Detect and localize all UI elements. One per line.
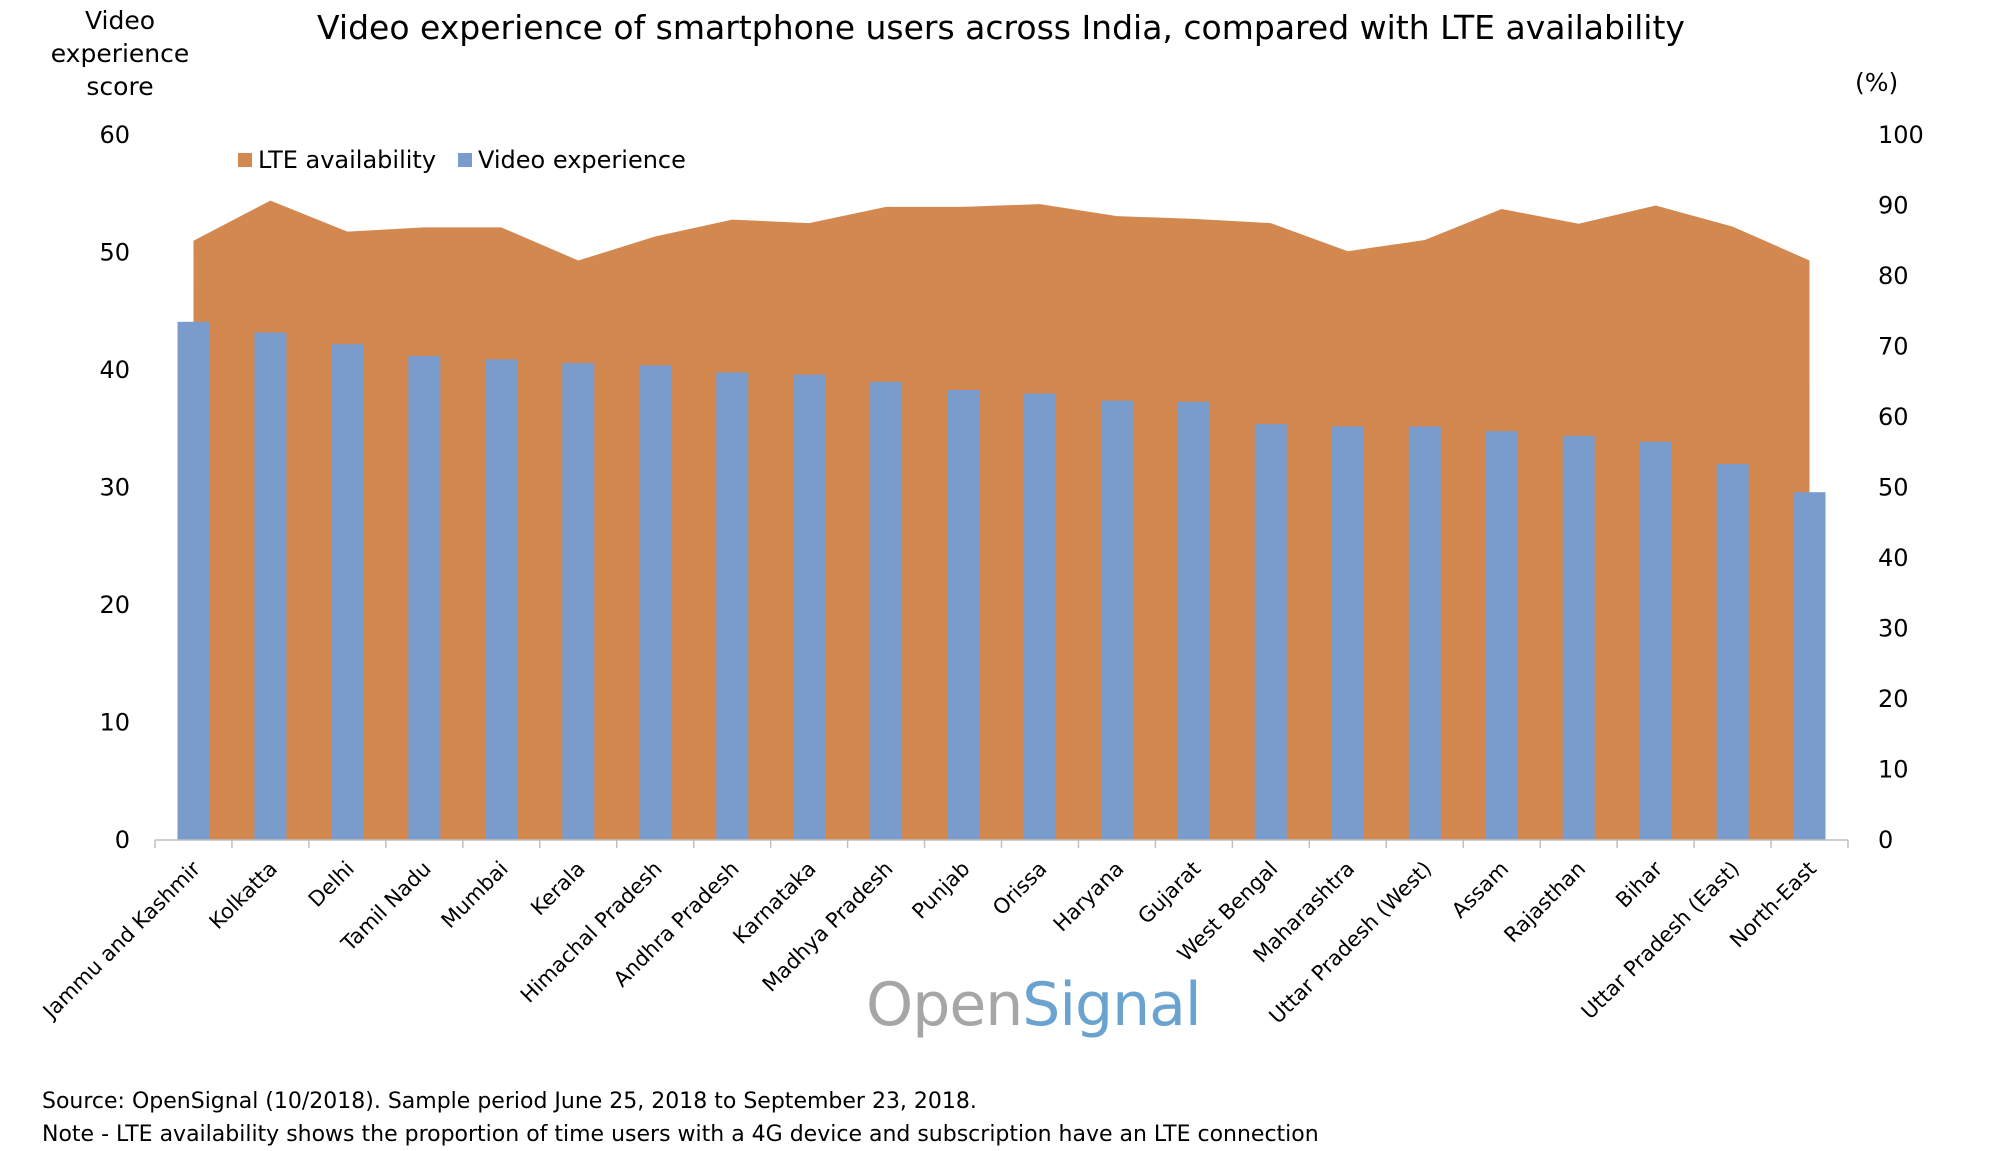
video-experience-bar [408,355,441,840]
video-experience-bar [1485,431,1518,840]
category-label: Assam [1447,857,1513,923]
chart-title: Video experience of smartphone users acr… [317,8,1685,47]
category-label: Orissa [988,857,1051,920]
video-experience-bar [639,365,672,840]
video-experience-bar [1254,424,1287,840]
right-axis-tick-label: 60 [1878,403,1909,431]
left-axis-tick-label: 50 [99,239,130,267]
video-experience-bar [254,332,287,840]
opensignal-logo: OpenSignal [866,970,1202,1040]
left-axis-tick-label: 10 [99,709,130,737]
category-label: Kolkatta [205,857,282,934]
video-experience-bar [716,372,749,840]
right-axis-tick-label: 40 [1878,544,1909,572]
video-experience-bar [1793,492,1826,840]
left-axis-tick-label: 20 [99,591,130,619]
right-axis-unit: (%) [1855,68,1899,97]
logo-open: Open [866,970,1023,1040]
legend-label: LTE availability [258,146,436,174]
video-experience-bar [1100,400,1133,840]
left-axis-label: Video experience score [50,6,190,101]
definition-note: Note - LTE availability shows the propor… [42,1122,1319,1147]
category-label: Uttar Pradesh (East) [1577,857,1744,1024]
video-experience-bar [1639,441,1672,840]
logo-signal: Signal [1022,970,1201,1040]
video-experience-bar [1408,426,1441,840]
video-experience-bar [1562,435,1595,840]
legend-swatch [458,153,472,167]
lte-availability-area [193,200,1810,841]
right-axis-tick-label: 0 [1878,826,1893,854]
category-label: Punjab [907,857,974,924]
category-label: Kerala [526,857,590,921]
category-label: Rajasthan [1499,857,1590,948]
right-axis-tick-label: 20 [1878,685,1909,713]
video-experience-bar [562,363,595,840]
legend-swatch [238,153,252,167]
video-experience-bar [1716,464,1749,840]
left-axis-tick-label: 60 [99,121,130,149]
category-label: Haryana [1049,857,1129,937]
category-label: Bihar [1611,856,1667,912]
video-experience-bar [1331,426,1364,840]
video-experience-bar [947,390,979,840]
video-experience-bar [870,381,903,841]
right-axis-tick-label: 90 [1878,192,1909,220]
right-axis-tick-label: 30 [1878,615,1909,643]
left-axis-tick-label: 0 [115,826,130,854]
left-axis-tick-label: 40 [99,356,130,384]
category-label: Jammu and Kashmir [37,856,205,1024]
footer: Source: OpenSignal (10/2018). Sample per… [42,1085,1319,1151]
video-experience-bar [793,374,826,840]
video-experience-bar [1177,401,1210,840]
category-label: Delhi [304,857,359,912]
source-note: Source: OpenSignal (10/2018). Sample per… [42,1089,977,1114]
category-label: Gujarat [1133,857,1205,929]
legend-label: Video experience [478,146,686,174]
right-axis-tick-label: 50 [1878,474,1909,502]
video-experience-bar [177,321,210,840]
video-experience-bar [331,344,364,840]
right-axis-tick-label: 100 [1878,121,1924,149]
video-experience-bar [1024,393,1056,840]
right-axis-tick-label: 80 [1878,262,1909,290]
left-axis-tick-label: 30 [99,474,130,502]
right-axis-tick-label: 70 [1878,333,1909,361]
right-axis-tick-label: 10 [1878,756,1909,784]
category-label: Mumbai [437,857,513,933]
category-label: Himachal Pradesh [516,857,667,1008]
video-experience-bar [485,359,518,840]
